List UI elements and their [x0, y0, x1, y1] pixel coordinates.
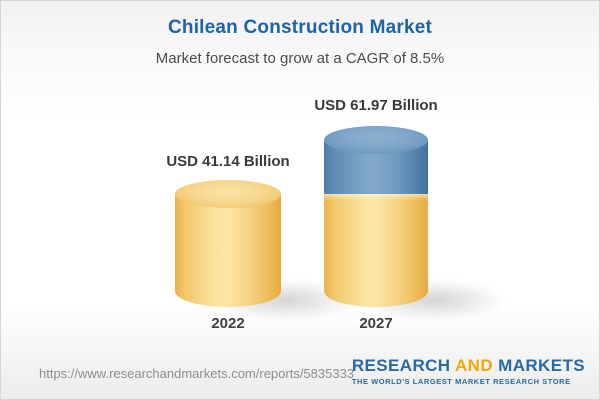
chart-title: Chilean Construction Market — [167, 17, 433, 38]
bar-2022-cylinder — [175, 180, 281, 307]
logo-word-research: RESEARCH — [351, 356, 451, 375]
bar-2022-top-cap — [175, 180, 281, 208]
x-axis-label-2022: 2022 — [211, 315, 245, 332]
bar-2027-base-segment — [324, 194, 428, 307]
logo-word-markets: MARKETS — [498, 356, 585, 375]
bar-2022-base-segment — [175, 194, 281, 307]
value-label-2027: USD 61.97 Billion — [314, 97, 438, 114]
bar-2027-top-cap — [324, 126, 428, 154]
x-axis-label-2027: 2027 — [359, 315, 393, 332]
logo-wordmark: RESEARCH AND MARKETS — [352, 357, 585, 374]
report-url: https://www.researchandmarkets.com/repor… — [39, 366, 355, 381]
logo-word-and: AND — [454, 356, 494, 375]
bar-2027-cylinder — [324, 126, 428, 307]
logo-tagline: THE WORLD'S LARGEST MARKET RESEARCH STOR… — [351, 377, 571, 386]
research-and-markets-logo: RESEARCH AND MARKETS THE WORLD'S LARGEST… — [352, 357, 585, 386]
chart-subtitle: Market forecast to grow at a CAGR of 8.5… — [155, 50, 445, 67]
value-label-2022: USD 41.14 Billion — [166, 153, 290, 170]
